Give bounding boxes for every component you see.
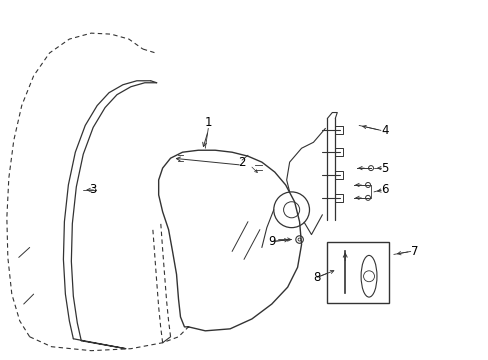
Text: 7: 7	[410, 245, 417, 258]
Text: 5: 5	[380, 162, 387, 175]
Text: 2: 2	[238, 156, 245, 168]
Text: 6: 6	[380, 184, 387, 197]
Bar	[326, 242, 388, 303]
Ellipse shape	[360, 255, 376, 297]
Text: 1: 1	[204, 116, 212, 129]
Text: 3: 3	[89, 184, 97, 197]
Text: 8: 8	[313, 271, 321, 284]
Text: 9: 9	[267, 235, 275, 248]
Text: 4: 4	[380, 124, 387, 137]
